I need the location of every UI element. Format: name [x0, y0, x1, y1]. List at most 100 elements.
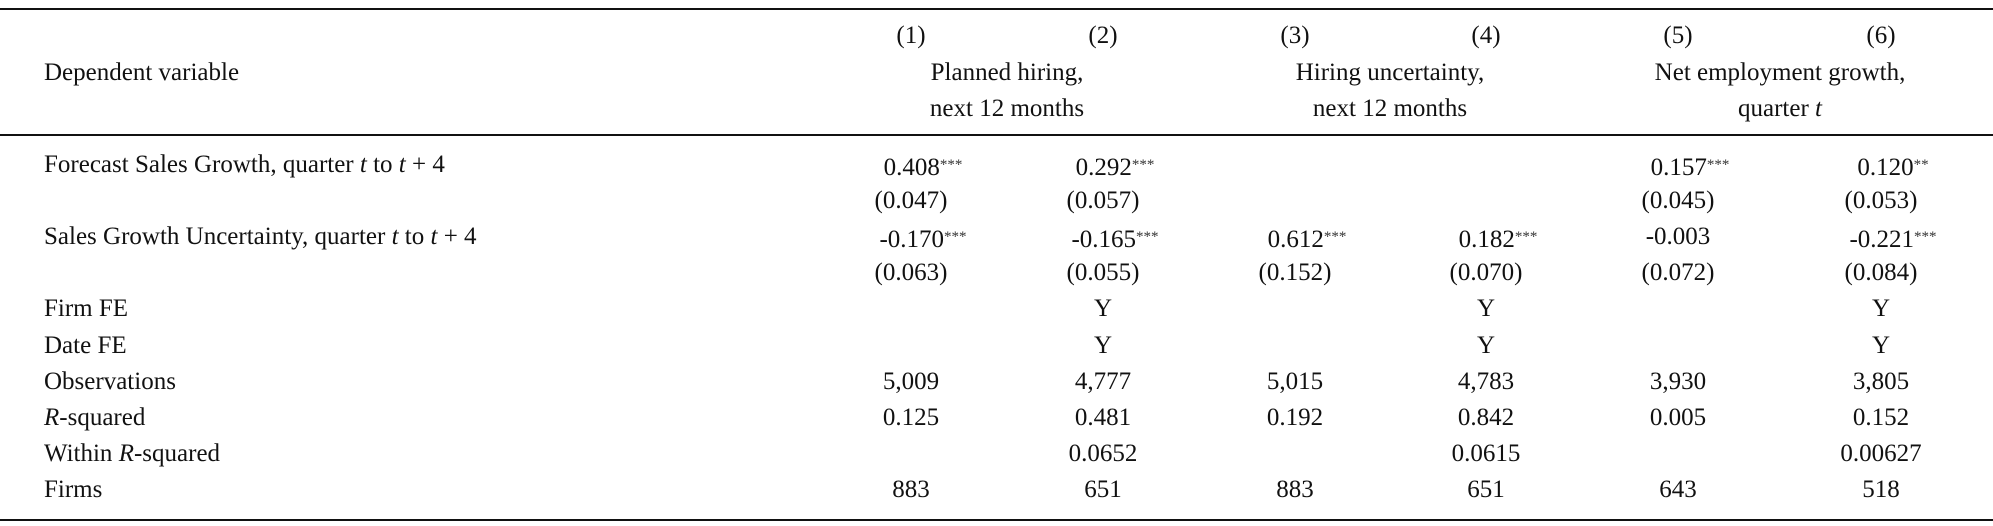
coefficient: 0.612	[1267, 226, 1324, 254]
cell: -0.165***	[1071, 222, 1158, 255]
group-label: Net employment growth,	[1654, 59, 1906, 86]
row-label-text: Date FE	[44, 331, 127, 359]
cell: 4,777	[1074, 367, 1132, 395]
cell: Y	[1093, 295, 1113, 323]
cell: (0.047)	[874, 187, 948, 215]
cell: 0.00627	[1840, 439, 1922, 467]
row-label-text: -squared	[59, 403, 146, 431]
cell: 651	[1084, 475, 1122, 503]
cell: 0.481	[1074, 403, 1132, 431]
cell: 0.157***	[1651, 150, 1730, 183]
cell: (0.053)	[1844, 187, 1918, 215]
group-text: quarter	[1738, 95, 1816, 122]
cell: 643	[1659, 475, 1697, 503]
mid-rule	[0, 134, 1993, 136]
cell: 0.125	[882, 403, 940, 431]
significance-stars: ***	[1136, 229, 1159, 246]
row-label-text: Firms	[44, 475, 103, 503]
row-label-text: -squared	[133, 439, 221, 467]
row-label-text: + 4	[437, 223, 477, 251]
group-label: Planned hiring,	[930, 59, 1084, 86]
row-label: R-squared	[44, 403, 145, 433]
row-label-text: Firm FE	[44, 295, 129, 323]
cell: (0.152)	[1258, 259, 1332, 287]
group-label: Hiring uncertainty,	[1295, 59, 1485, 86]
row-label: Forecast Sales Growth, quarter t to t + …	[44, 150, 445, 180]
row-label-italic: t	[398, 151, 406, 178]
row-label-italic: t	[359, 151, 367, 178]
row-label: Sales Growth Uncertainty, quarter t to t…	[44, 222, 477, 252]
significance-stars: ***	[1706, 157, 1730, 173]
row-label-text: to	[366, 151, 399, 178]
coefficient: 0.182	[1458, 226, 1515, 254]
row-label: Firms	[44, 475, 102, 505]
cell: -0.003	[1645, 223, 1711, 251]
cell: Y	[1871, 331, 1891, 359]
cell: (0.055)	[1066, 259, 1140, 287]
cell: 4,783	[1457, 367, 1515, 395]
coefficient: -0.170	[879, 226, 945, 254]
cell: 0.005	[1649, 403, 1707, 431]
cell: (0.084)	[1844, 259, 1918, 287]
cell: Y	[1476, 331, 1496, 359]
significance-stars: **	[1913, 157, 1929, 173]
column-number: (3)	[1280, 22, 1310, 49]
dependent-label: Dependent variable	[44, 59, 240, 86]
cell: (0.072)	[1641, 259, 1715, 287]
cell: Y	[1871, 295, 1891, 323]
cell: 651	[1467, 475, 1505, 503]
cell: 0.408***	[884, 150, 963, 183]
row-label: Firm FE	[44, 294, 128, 324]
top-rule	[0, 8, 1993, 10]
column-number: (5)	[1663, 22, 1693, 49]
group-italic: t	[1815, 95, 1822, 122]
row-label: Date FE	[44, 331, 127, 361]
bottom-rule	[0, 519, 1993, 521]
significance-stars: ***	[939, 157, 963, 173]
row-label-text: Forecast Sales Growth, quarter	[44, 151, 360, 178]
cell: 0.120**	[1857, 150, 1928, 183]
coefficient: 0.157	[1650, 154, 1707, 181]
cell: (0.063)	[874, 259, 948, 287]
coefficient: -0.165	[1071, 226, 1137, 254]
row-label-text: Observations	[44, 367, 176, 395]
row-label-text: + 4	[405, 151, 445, 178]
cell: 3,930	[1649, 367, 1707, 395]
cell: 0.0615	[1451, 439, 1521, 467]
group-label: next 12 months	[1312, 95, 1468, 122]
cell: -0.221***	[1849, 222, 1936, 255]
cell: 0.612***	[1268, 222, 1347, 255]
row-label-text: Within	[44, 439, 119, 467]
cell: 518	[1862, 475, 1900, 503]
coefficient: -0.221	[1849, 226, 1915, 254]
cell: 0.0652	[1068, 439, 1138, 467]
cell: 0.842	[1457, 403, 1515, 431]
row-label-text: Sales Growth Uncertainty, quarter	[44, 223, 392, 251]
significance-stars: ***	[944, 229, 967, 246]
cell: 3,805	[1852, 367, 1910, 395]
cell: Y	[1093, 331, 1113, 359]
significance-stars: ***	[1514, 229, 1538, 246]
cell: (0.045)	[1641, 187, 1715, 215]
coefficient: 0.120	[1857, 154, 1914, 181]
cell: 5,009	[882, 367, 940, 395]
coefficient: 0.292	[1075, 154, 1132, 181]
cell: (0.070)	[1449, 259, 1523, 287]
cell: Y	[1476, 295, 1496, 323]
row-label: Within R-squared	[44, 439, 220, 469]
cell: 883	[1276, 475, 1314, 503]
row-label: Observations	[44, 367, 176, 397]
group-label: next 12 months	[929, 95, 1085, 122]
column-number: (6)	[1866, 22, 1896, 49]
significance-stars: ***	[1914, 229, 1937, 246]
cell: 883	[892, 475, 930, 503]
cell: 0.192	[1266, 403, 1324, 431]
coefficient: 0.408	[883, 154, 940, 181]
row-label-italic: t	[391, 223, 399, 251]
cell: -0.170***	[879, 222, 966, 255]
group-label: quarter t	[1738, 94, 1822, 124]
significance-stars: ***	[1131, 157, 1155, 173]
cell: 0.182***	[1459, 222, 1538, 255]
row-label-text: to	[398, 223, 431, 251]
